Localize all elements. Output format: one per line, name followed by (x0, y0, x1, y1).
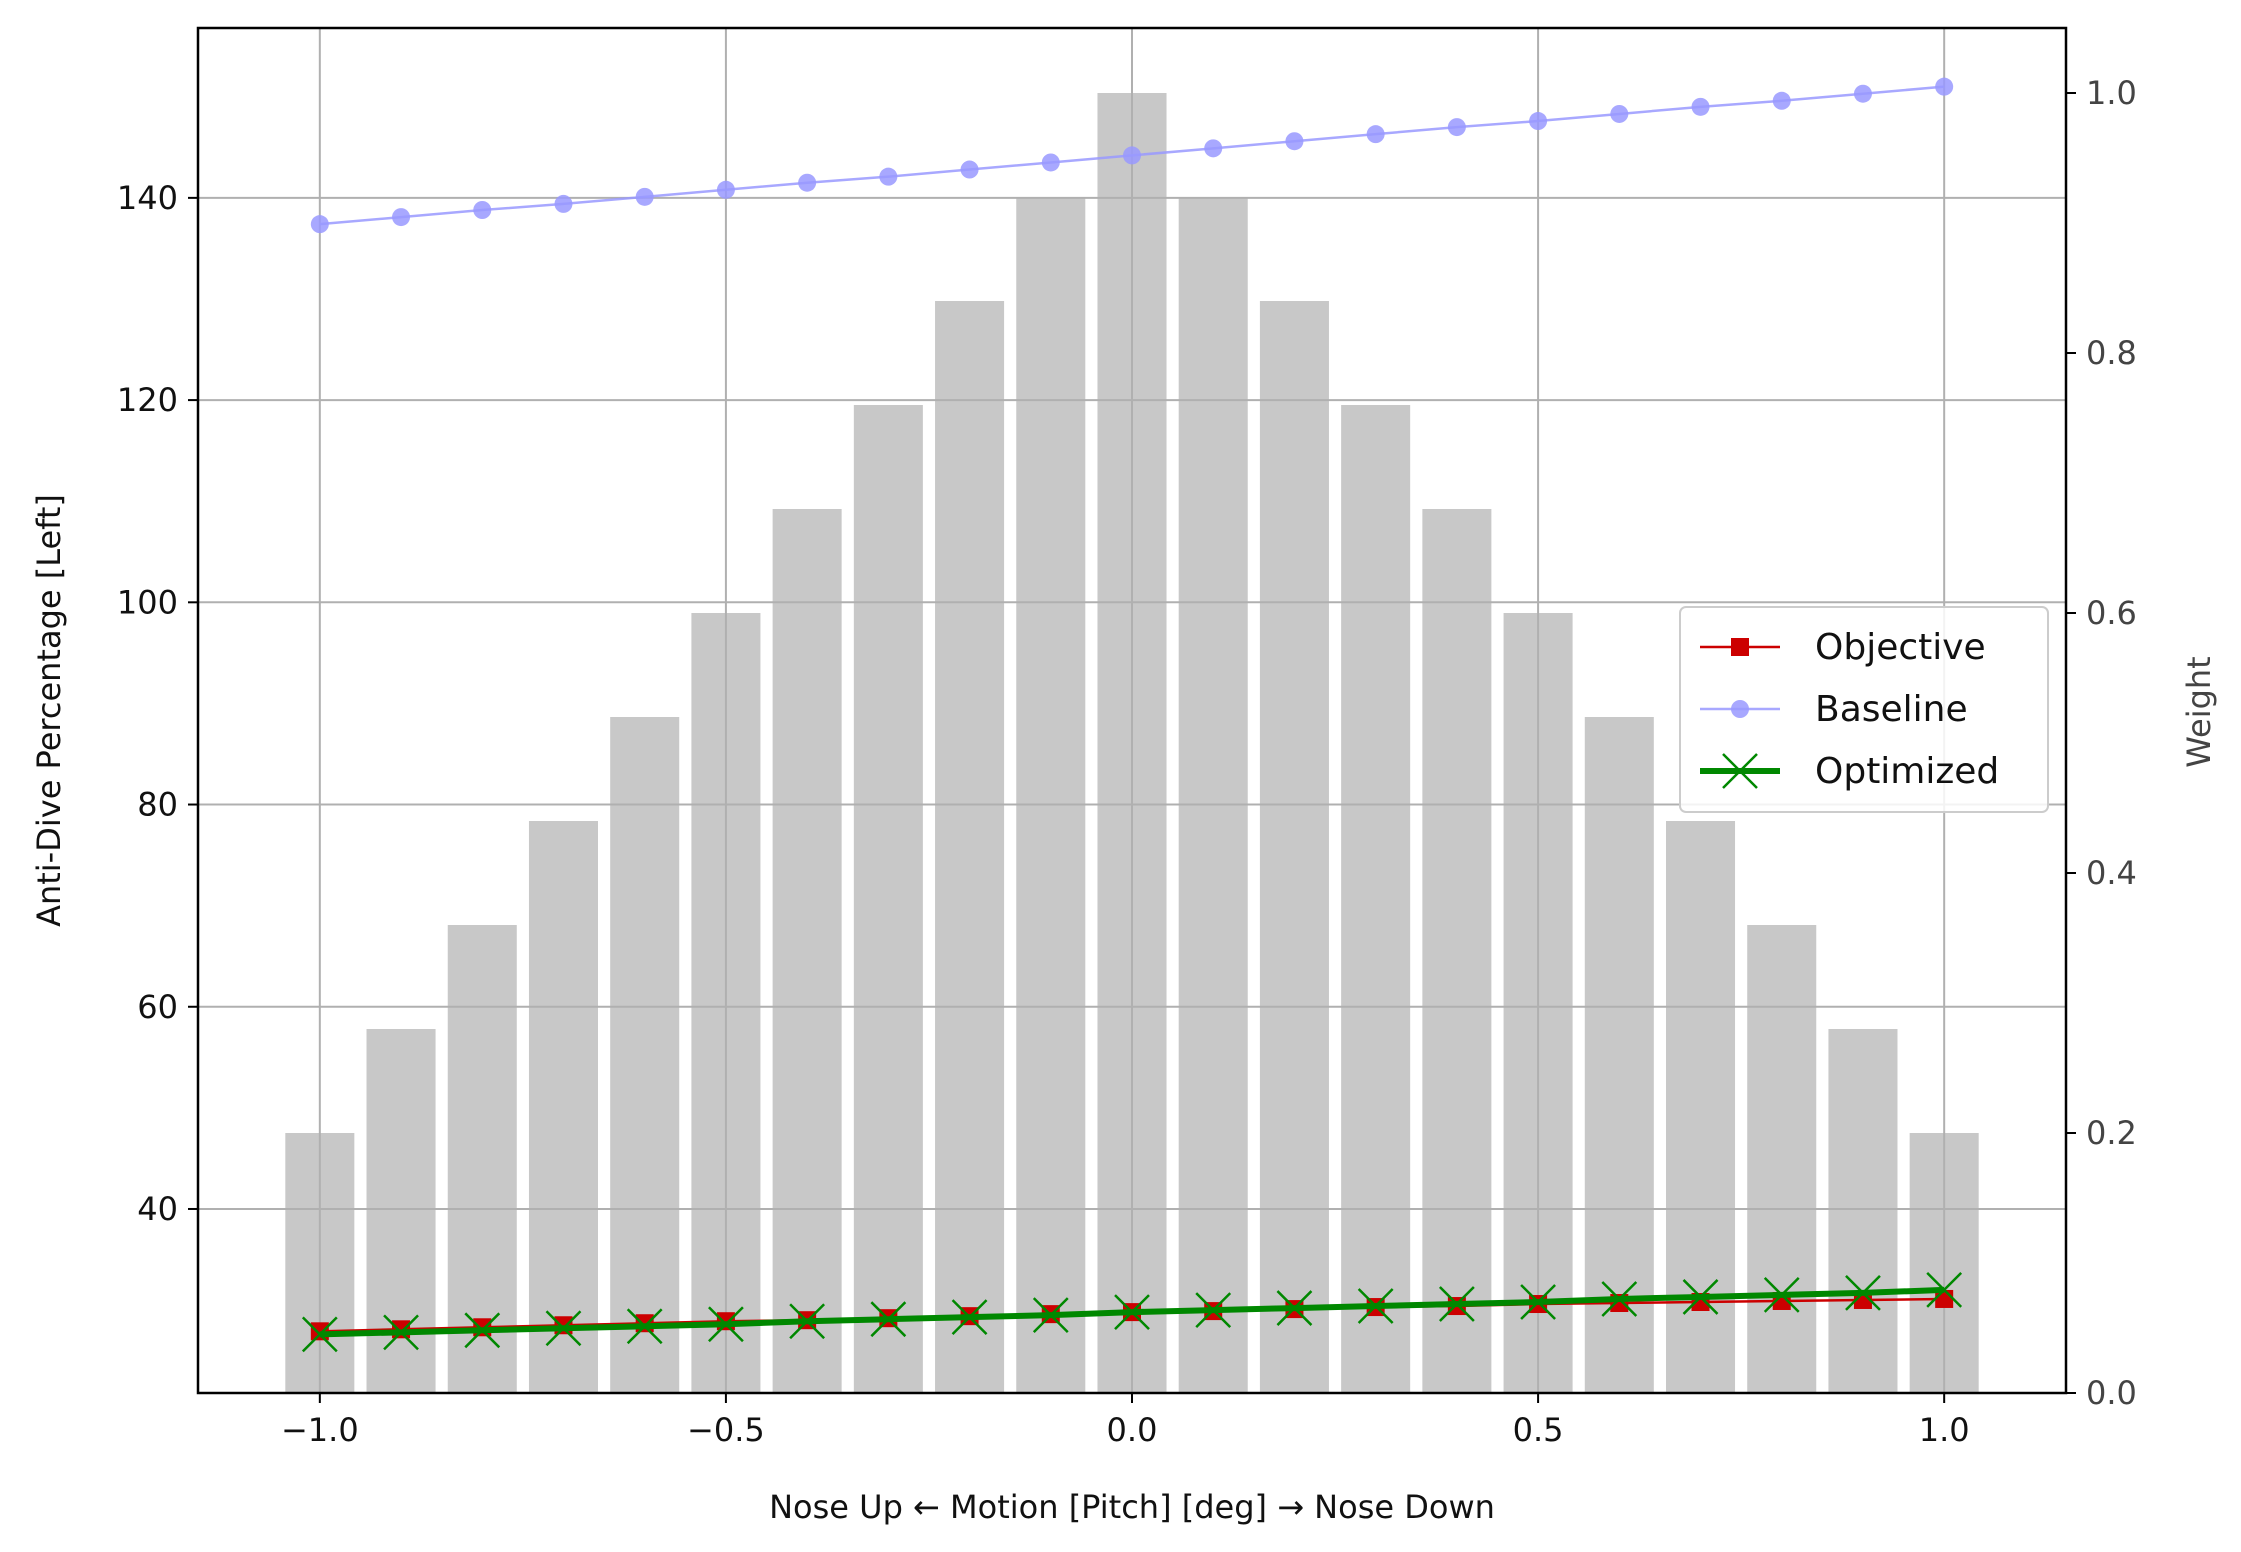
legend-box (1679, 606, 2049, 813)
data-point (301, 1316, 338, 1353)
data-point (545, 1310, 582, 1347)
legend-item-baseline: Baseline (1700, 689, 1968, 730)
data-point (1357, 1288, 1394, 1324)
data-point (392, 208, 411, 227)
data-point (1763, 1277, 1800, 1313)
x-tick-label: −0.5 (687, 1411, 765, 1449)
weight-bar (772, 509, 842, 1393)
data-point (1691, 97, 1710, 116)
data-point (951, 1299, 988, 1336)
y-tick-label: 40 (137, 1190, 178, 1228)
weight-bar (935, 301, 1005, 1393)
data-point (626, 1308, 663, 1345)
weight-bar (1747, 925, 1817, 1393)
weight-bar (1178, 197, 1248, 1393)
x-tick-label: 0.0 (1107, 1411, 1158, 1449)
axis-ticks: −1.0 −0.5 0.0 0.5 1.0 40 60 80 100 120 140 0.0 0.2 0.… (117, 74, 2137, 1449)
data-point (473, 201, 492, 219)
weight-bar (528, 821, 598, 1393)
y-tick-label: 60 (137, 988, 178, 1026)
weight-bar (1422, 509, 1492, 1393)
data-point (960, 160, 979, 179)
data-point (1935, 77, 1954, 96)
x-axis-label: Nose Up ← Motion [Pitch] [deg] → Nose Do… (769, 1488, 1495, 1526)
data-point (1114, 1294, 1150, 1330)
series-lines (301, 77, 1963, 1353)
data-point (1682, 1279, 1719, 1315)
x-tick-label: −1.0 (281, 1411, 359, 1449)
data-point (870, 1301, 907, 1338)
data-point (464, 1312, 501, 1349)
data-point (635, 187, 654, 206)
data-point (554, 194, 573, 213)
data-point (1520, 1284, 1556, 1320)
weight-bar (853, 405, 923, 1393)
data-point (1032, 1297, 1069, 1334)
data-point (1204, 139, 1223, 158)
weight-bar (447, 925, 517, 1393)
y2-tick-label: 0.4 (2086, 854, 2137, 892)
grid (198, 28, 2066, 1393)
data-point (1195, 1292, 1232, 1328)
data-point (1529, 112, 1548, 131)
weight-bar (1828, 1029, 1898, 1393)
data-point (1366, 125, 1385, 144)
legend-label: Optimized (1815, 751, 1999, 792)
data-point (1123, 146, 1141, 165)
data-point (310, 215, 329, 234)
legend-marker (1731, 638, 1749, 656)
data-point (1447, 118, 1466, 137)
data-point (1285, 132, 1304, 151)
legend-item-objective: Objective (1700, 627, 1986, 668)
weight-bar (366, 1029, 436, 1393)
legend-marker (1731, 700, 1749, 718)
y-tick-label: 140 (117, 179, 178, 217)
weight-bar (1016, 197, 1086, 1393)
y-axis-label: Anti-Dive Percentage [Left] (30, 494, 68, 927)
legend-item-optimized: Optimized (1700, 751, 1999, 792)
weight-bar (1341, 405, 1411, 1393)
data-point (1845, 1275, 1881, 1311)
y2-tick-label: 0.2 (2086, 1114, 2137, 1152)
series-baseline (310, 77, 1954, 234)
weight-bar (610, 717, 680, 1393)
series-optimized (301, 1271, 1963, 1353)
data-point (879, 167, 898, 186)
x-tick-label: 1.0 (1919, 1411, 1970, 1449)
legend-marker (1722, 753, 1758, 789)
legend: Objective Baseline Optimized (1679, 606, 2049, 813)
data-point (383, 1314, 419, 1351)
data-point (708, 1306, 744, 1343)
x-tick-label: 0.5 (1513, 1411, 1564, 1449)
y-tick-label: 120 (117, 381, 178, 419)
y2-tick-label: 0.0 (2086, 1374, 2137, 1412)
data-point (1610, 104, 1629, 123)
data-point (1041, 153, 1060, 172)
weight-bar (1584, 717, 1654, 1393)
y2-axis-label: Weight (2180, 656, 2218, 767)
y2-tick-label: 0.8 (2086, 334, 2137, 372)
data-point (1772, 91, 1791, 110)
y-tick-label: 100 (117, 583, 178, 621)
data-point (716, 180, 735, 199)
data-point (1438, 1286, 1475, 1322)
weight-bar (1259, 301, 1329, 1393)
data-point (1276, 1290, 1313, 1326)
data-point (798, 173, 817, 192)
data-point (1853, 84, 1872, 103)
y2-tick-label: 1.0 (2086, 74, 2137, 112)
data-point (789, 1303, 826, 1340)
data-point (1601, 1281, 1638, 1317)
legend-label: Objective (1815, 627, 1986, 668)
data-point (1926, 1271, 1963, 1308)
y2-tick-label: 0.6 (2086, 594, 2137, 632)
y-tick-label: 80 (137, 786, 178, 824)
legend-label: Baseline (1815, 689, 1968, 730)
